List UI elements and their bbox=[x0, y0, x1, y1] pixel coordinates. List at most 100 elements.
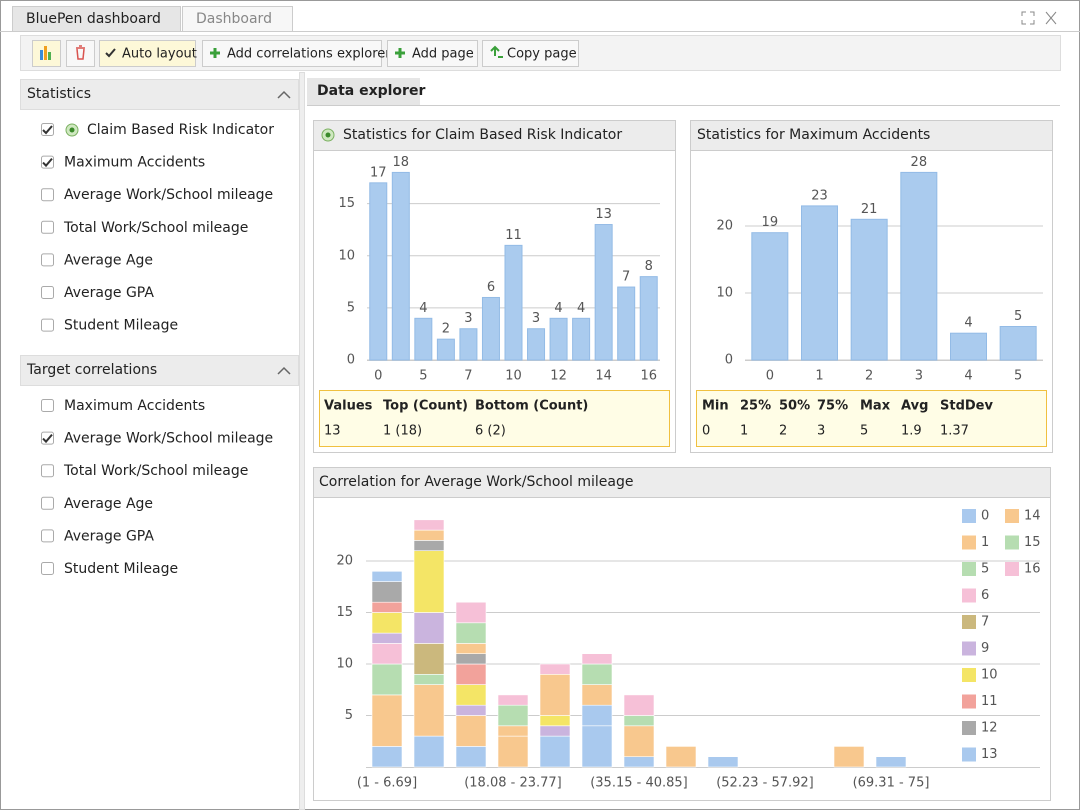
bar bbox=[504, 244, 523, 361]
data-label: 8 bbox=[645, 259, 653, 274]
bar bbox=[850, 218, 888, 361]
legend-label: 7 bbox=[981, 615, 989, 630]
item-label: Average GPA bbox=[64, 285, 154, 301]
group-header[interactable] bbox=[20, 355, 299, 386]
legend-swatch bbox=[1005, 535, 1019, 550]
panel-title: Statistics for Claim Based Risk Indicato… bbox=[343, 127, 622, 143]
tab-active[interactable] bbox=[12, 6, 181, 32]
bar-segment bbox=[665, 746, 697, 768]
maximize-icon[interactable] bbox=[1021, 11, 1035, 25]
stats-table bbox=[319, 390, 670, 447]
data-label: 19 bbox=[762, 215, 779, 230]
tab[interactable] bbox=[182, 6, 293, 32]
checkbox[interactable] bbox=[41, 399, 54, 412]
bar bbox=[801, 205, 838, 361]
bar bbox=[639, 276, 658, 361]
bar-segment bbox=[539, 663, 571, 675]
button-label: Copy page bbox=[507, 47, 577, 62]
bar-segment bbox=[497, 704, 529, 727]
plus-icon bbox=[395, 48, 405, 58]
y-tick-label: 5 bbox=[345, 708, 353, 723]
check-mark bbox=[42, 125, 53, 135]
checkbox[interactable] bbox=[41, 253, 54, 267]
x-tick-label: 0 bbox=[766, 369, 774, 384]
button-label: Add correlations explorer bbox=[227, 47, 391, 62]
table-cell: 0 bbox=[702, 424, 710, 439]
legend-label: 11 bbox=[981, 694, 998, 709]
trash-icon bbox=[76, 45, 85, 60]
x-tick-label: 3 bbox=[915, 369, 923, 384]
auto-layout-button[interactable] bbox=[99, 40, 196, 67]
delete-button[interactable] bbox=[66, 40, 95, 67]
x-tick-label: 2 bbox=[865, 369, 873, 384]
bar bbox=[369, 182, 388, 361]
table-header: Bottom (Count) bbox=[475, 399, 588, 414]
bar-segment bbox=[833, 746, 865, 768]
tab-label: Dashboard bbox=[196, 11, 272, 27]
bar-segment bbox=[371, 632, 403, 644]
bar bbox=[527, 328, 546, 361]
checkbox[interactable] bbox=[41, 529, 54, 543]
checkbox[interactable] bbox=[41, 562, 54, 575]
bar-segment bbox=[371, 601, 403, 613]
add-correlations-button[interactable] bbox=[202, 40, 382, 67]
item-label: Total Work/School mileage bbox=[63, 220, 248, 236]
collapse-icon[interactable] bbox=[277, 90, 291, 99]
close-icon[interactable] bbox=[1045, 11, 1057, 25]
item-label: Average Work/School mileage bbox=[64, 187, 273, 203]
table-header: 75% bbox=[817, 399, 848, 414]
bar-segment bbox=[371, 663, 403, 696]
checkbox[interactable] bbox=[41, 155, 54, 169]
panel-header bbox=[313, 467, 1051, 498]
checkbox[interactable] bbox=[41, 123, 54, 136]
collapse-icon[interactable] bbox=[277, 366, 291, 375]
bar bbox=[751, 232, 789, 361]
copy-page-button[interactable] bbox=[482, 40, 579, 67]
bar bbox=[572, 317, 591, 361]
legend-swatch bbox=[1005, 509, 1019, 523]
table-cell: 1 (18) bbox=[383, 424, 422, 439]
checkbox[interactable] bbox=[41, 496, 54, 510]
target-icon bbox=[325, 132, 331, 138]
item-label: Maximum Accidents bbox=[64, 155, 205, 171]
checkbox[interactable] bbox=[41, 188, 54, 202]
bar-segment bbox=[455, 643, 487, 655]
bar-segment bbox=[371, 643, 403, 665]
bar-segment bbox=[413, 684, 445, 737]
data-label: 21 bbox=[861, 202, 878, 217]
y-tick-label: 15 bbox=[336, 605, 353, 620]
checkbox[interactable] bbox=[41, 318, 54, 332]
checkbox[interactable] bbox=[41, 220, 54, 234]
legend-swatch bbox=[962, 535, 976, 550]
explorer-tab[interactable] bbox=[307, 78, 420, 105]
checkbox[interactable] bbox=[41, 431, 54, 445]
group-header[interactable] bbox=[20, 79, 299, 110]
checkbox[interactable] bbox=[41, 464, 54, 478]
bar-segment bbox=[413, 612, 445, 644]
bar bbox=[436, 338, 455, 361]
bar bbox=[999, 326, 1037, 361]
y-tick-label: 15 bbox=[338, 196, 355, 211]
data-label: 3 bbox=[532, 311, 540, 326]
item-label: Maximum Accidents bbox=[64, 398, 205, 414]
bar bbox=[617, 286, 636, 361]
y-tick-label: 20 bbox=[336, 554, 353, 569]
bar bbox=[391, 171, 410, 361]
bar-segment bbox=[581, 725, 613, 768]
bar bbox=[481, 296, 500, 361]
table-cell: 3 bbox=[817, 424, 825, 439]
item-label: Student Mileage bbox=[64, 561, 178, 577]
bar-segment bbox=[413, 550, 445, 613]
splitter[interactable] bbox=[299, 72, 305, 810]
item-label: Average Age bbox=[64, 252, 153, 268]
bar-segment bbox=[707, 756, 739, 768]
group-title: Target correlations bbox=[26, 362, 157, 378]
item-label: Average Age bbox=[64, 496, 153, 512]
checkbox[interactable] bbox=[41, 286, 54, 299]
x-tick-label: 5 bbox=[1014, 369, 1022, 384]
icon bbox=[40, 50, 43, 60]
data-label: 4 bbox=[419, 301, 427, 316]
panel-header bbox=[313, 120, 676, 151]
item-label: Total Work/School mileage bbox=[63, 463, 248, 479]
panel-title: Statistics for Maximum Accidents bbox=[697, 127, 930, 143]
